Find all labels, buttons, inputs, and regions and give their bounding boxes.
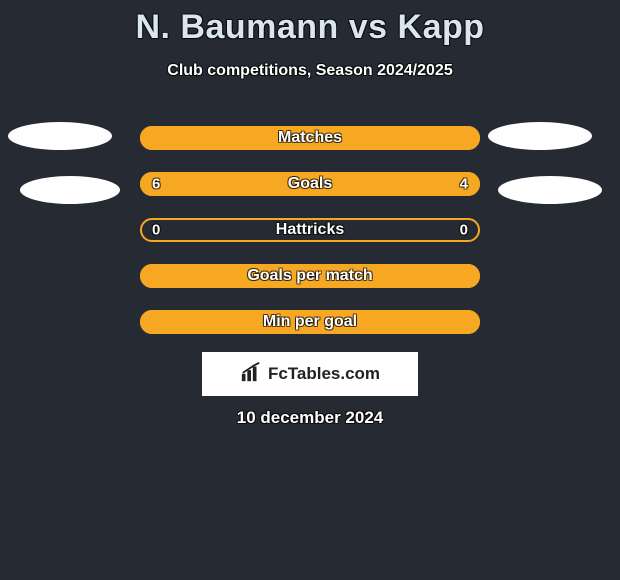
stat-bar: 0 0 Hattricks — [140, 218, 480, 242]
bar-label: Goals per match — [247, 267, 372, 285]
bar-value-left: 6 — [152, 176, 160, 193]
bar-label: Hattricks — [276, 221, 344, 239]
decorative-ellipse — [488, 122, 592, 150]
subtitle: Club competitions, Season 2024/2025 — [167, 62, 452, 80]
stat-bar: Matches — [140, 126, 480, 150]
bars-icon — [240, 361, 262, 388]
bar-label: Min per goal — [263, 313, 357, 331]
decorative-ellipse — [8, 122, 112, 150]
stat-bar: Min per goal — [140, 310, 480, 334]
bar-label: Matches — [278, 129, 342, 147]
stat-bar: Goals per match — [140, 264, 480, 288]
stat-bar: 6 4 Goals — [140, 172, 480, 196]
decorative-ellipse — [498, 176, 602, 204]
bar-value-right: 4 — [460, 176, 468, 193]
bar-value-left: 0 — [152, 222, 160, 239]
page-title: N. Baumann vs Kapp — [135, 8, 484, 47]
bar-label: Goals — [288, 175, 332, 193]
decorative-ellipse — [20, 176, 120, 204]
bar-value-right: 0 — [460, 222, 468, 239]
logo-box: FcTables.com — [202, 352, 418, 396]
logo-text: FcTables.com — [268, 364, 380, 384]
date-text: 10 december 2024 — [237, 408, 384, 428]
